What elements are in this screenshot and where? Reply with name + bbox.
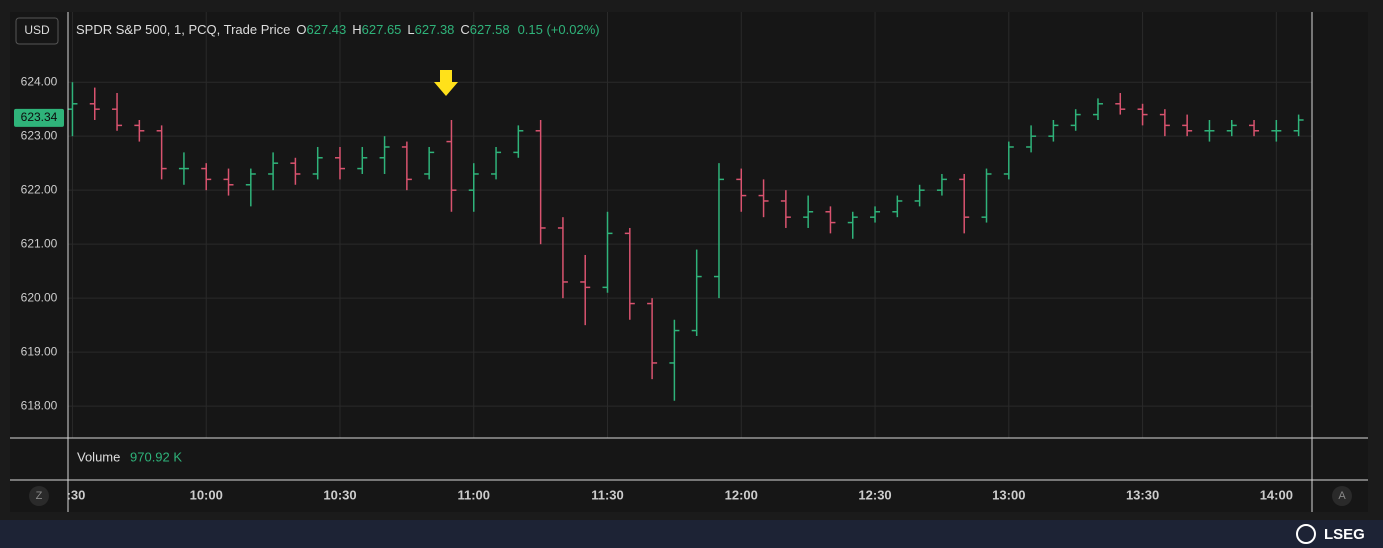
right-button-label[interactable]: A bbox=[1338, 490, 1346, 502]
h-label: H bbox=[352, 22, 361, 37]
volume-value: 970.92 K bbox=[130, 449, 182, 464]
brand-logo bbox=[1296, 524, 1316, 544]
left-button-label[interactable]: Z bbox=[36, 490, 43, 502]
c-value: 627.58 bbox=[470, 22, 510, 37]
footer-bar bbox=[0, 520, 1383, 548]
currency[interactable]: USD bbox=[24, 23, 50, 37]
y-tick-label: 624.00 bbox=[21, 74, 58, 88]
y-tick-label: 621.00 bbox=[21, 236, 58, 250]
y-tick-label: 622.00 bbox=[21, 182, 58, 196]
x-tick-label: 13:30 bbox=[1126, 487, 1159, 502]
instrument: SPDR S&P 500, 1, PCQ, Trade Price bbox=[76, 22, 290, 37]
l-label: L bbox=[407, 22, 414, 37]
x-tick-label: 14:00 bbox=[1260, 487, 1293, 502]
x-tick-label: 12:30 bbox=[858, 487, 891, 502]
volume-label: Volume bbox=[77, 449, 120, 464]
chart-panel bbox=[10, 12, 1368, 512]
x-tick-label: 10:30 bbox=[323, 487, 356, 502]
right-button[interactable] bbox=[1332, 486, 1352, 506]
o-value: 627.43 bbox=[306, 22, 346, 37]
l-value: 627.38 bbox=[415, 22, 455, 37]
x-tick-label: 11:30 bbox=[591, 487, 624, 502]
legend-line: SPDR S&P 500, 1, PCQ, Trade Price O627.43… bbox=[76, 22, 600, 37]
x-tick-label: 10:00 bbox=[190, 487, 223, 502]
change: 0.15 (+0.02%) bbox=[518, 22, 600, 37]
left-button[interactable] bbox=[29, 486, 49, 506]
y-tick-label: 620.00 bbox=[21, 290, 58, 304]
h-value: 627.65 bbox=[362, 22, 402, 37]
y-tick-label: 618.00 bbox=[21, 398, 58, 412]
c-label: C bbox=[460, 22, 469, 37]
bars bbox=[67, 82, 1304, 401]
x-tick-label: 13:00 bbox=[992, 487, 1025, 502]
o-label: O bbox=[296, 22, 306, 37]
y-tick-label: 623.00 bbox=[21, 128, 58, 142]
last-price-label: 623.34 bbox=[21, 110, 58, 124]
x-tick-label: 12:00 bbox=[725, 487, 758, 502]
last-price-box bbox=[14, 108, 64, 127]
y-tick-label: 619.00 bbox=[21, 344, 58, 358]
x-tick-label: :30 bbox=[67, 487, 86, 502]
brand: LSEG bbox=[1324, 526, 1365, 543]
annotation-arrow bbox=[434, 70, 458, 96]
x-tick-label: 11:00 bbox=[457, 487, 490, 502]
currency-button[interactable] bbox=[15, 17, 59, 45]
